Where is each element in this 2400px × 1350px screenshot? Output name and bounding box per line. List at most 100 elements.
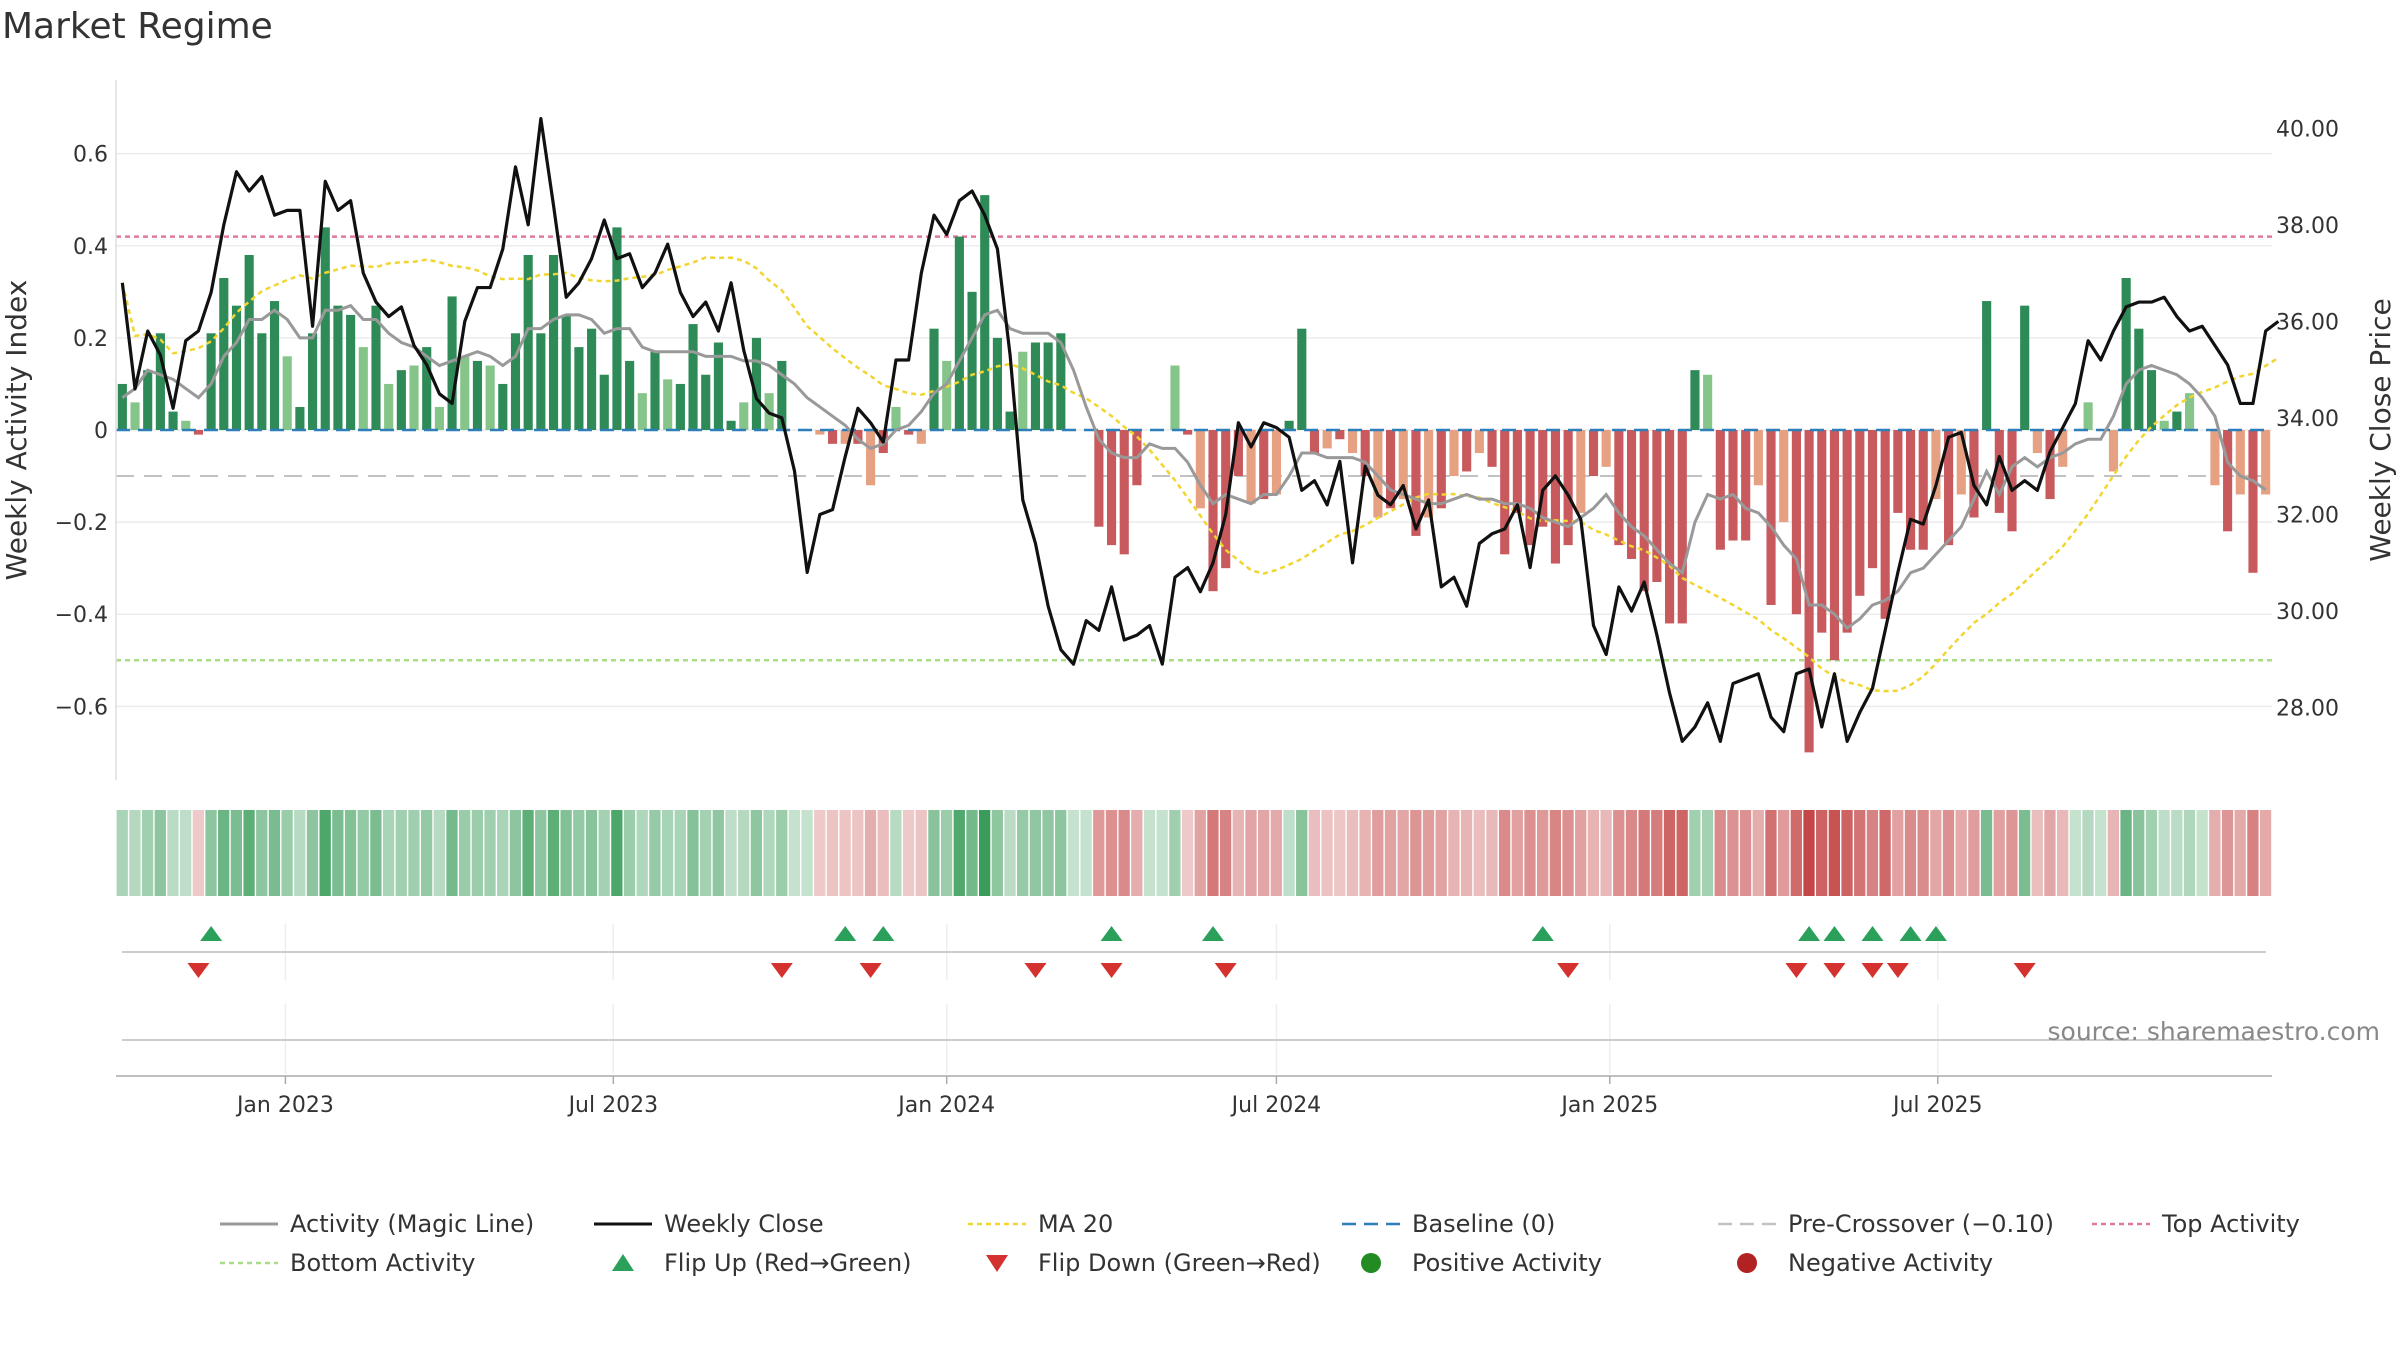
flip-down-marker: [770, 963, 793, 978]
heat-cell: [1321, 810, 1333, 896]
activity-bar: [1779, 430, 1789, 523]
heat-cell: [1156, 810, 1168, 896]
activity-bar: [2235, 430, 2245, 495]
heat-cell: [699, 810, 712, 896]
heat-cell: [1296, 810, 1308, 896]
heat-cell: [1372, 810, 1384, 896]
activity-bar: [1867, 430, 1878, 569]
activity-bar: [396, 370, 406, 430]
legend-swatch-negative-activity: [1737, 1253, 1757, 1273]
heat-cell: [966, 810, 978, 896]
activity-bar: [1842, 430, 1852, 633]
activity-bar: [1525, 430, 1535, 546]
heat-cell: [382, 810, 395, 896]
heat-cell: [281, 810, 293, 896]
activity-bar: [346, 314, 356, 430]
heat-cell: [332, 810, 344, 896]
flip-signal-panel: [122, 924, 2266, 980]
heat-cell: [814, 810, 826, 896]
right-axis-title: Weekly Close Price: [2364, 298, 2397, 561]
activity-bar: [434, 406, 444, 430]
activity-bar: [460, 356, 470, 430]
activity-bar: [1994, 430, 2004, 513]
heat-cell: [1803, 810, 1815, 896]
activity-bar: [1829, 430, 1840, 661]
heat-cell: [1258, 810, 1270, 896]
heat-cell: [1334, 810, 1346, 896]
activity-bar: [1741, 430, 1751, 541]
magic-line: [121, 303, 2267, 631]
heat-cell: [928, 810, 940, 896]
legend-label-bottom: Bottom Activity: [290, 1249, 475, 1277]
heat-cell: [1283, 810, 1295, 896]
activity-bar: [904, 430, 914, 435]
heat-cell: [1765, 810, 1777, 896]
activity-bar: [1208, 430, 1218, 592]
heat-cell: [1537, 810, 1549, 896]
activity-bar: [1512, 430, 1522, 513]
activity-bar: [1893, 430, 1903, 513]
heat-cell: [1181, 810, 1194, 896]
heat-cell: [116, 810, 128, 896]
heat-cell: [1942, 810, 1955, 896]
activity-bar: [130, 402, 140, 430]
heat-cell: [1841, 810, 1853, 896]
activity-bar: [663, 379, 673, 430]
activity-bar: [143, 370, 153, 430]
activity-bar: [168, 411, 178, 430]
activity-bar: [2108, 430, 2119, 472]
activity-bar: [536, 333, 546, 430]
heat-cell: [573, 810, 585, 896]
activity-bar: [637, 393, 647, 430]
activity-bar: [1411, 430, 1421, 536]
activity-bar: [2159, 420, 2169, 430]
heat-cell: [1613, 810, 1625, 896]
activity-bar: [117, 383, 127, 430]
heat-cell: [991, 810, 1003, 896]
legend-label-neg: Negative Activity: [1788, 1249, 1993, 1277]
chart-title: Market Regime: [2, 6, 273, 47]
heat-cell: [1866, 810, 1879, 896]
activity-bar: [954, 236, 964, 430]
activity-bar: [1056, 333, 1066, 430]
activity-bar: [1398, 430, 1408, 500]
heat-cell: [535, 810, 547, 896]
activity-bar: [992, 337, 1002, 430]
activity-bar: [1728, 430, 1738, 541]
heat-cell: [1093, 810, 1105, 896]
activity-bar: [1297, 328, 1307, 430]
heat-cell: [1067, 810, 1080, 896]
activity-bar: [1309, 430, 1320, 454]
activity-bar: [1753, 430, 1763, 486]
x-tick-label: Jan 2025: [1559, 1093, 1658, 1118]
heat-cell: [1435, 810, 1447, 896]
activity-bar: [1094, 430, 1104, 527]
activity-bar: [853, 430, 863, 444]
activity-bar: [2121, 278, 2131, 430]
activity-bar: [1538, 430, 1548, 527]
activity-bar: [1639, 430, 1649, 592]
heat-cell: [2196, 810, 2208, 896]
heat-cell: [268, 810, 281, 896]
heat-cell: [674, 810, 686, 896]
activity-bar: [916, 430, 926, 444]
heat-cell: [167, 810, 179, 896]
activity-bar: [726, 420, 736, 430]
heat-cell: [839, 810, 851, 896]
activity-bar: [751, 337, 762, 430]
heat-cell: [611, 810, 623, 896]
chart-legend: Activity (Magic Line) Weekly Close MA 20 Ba…: [220, 1210, 2300, 1277]
heat-cell: [497, 810, 509, 896]
activity-bar: [891, 406, 901, 430]
activity-bar: [409, 365, 419, 430]
activity-bar: [1424, 430, 1434, 518]
legend-label-flipup: Flip Up (Red→Green): [664, 1249, 912, 1277]
activity-bar: [1030, 342, 1041, 430]
activity-bar: [371, 305, 381, 430]
heat-cell: [1600, 810, 1612, 896]
legend-label-magic: Activity (Magic Line): [290, 1210, 534, 1238]
activity-bar: [1322, 430, 1332, 449]
activity-bar: [1449, 430, 1459, 477]
heat-cell: [1017, 810, 1029, 896]
